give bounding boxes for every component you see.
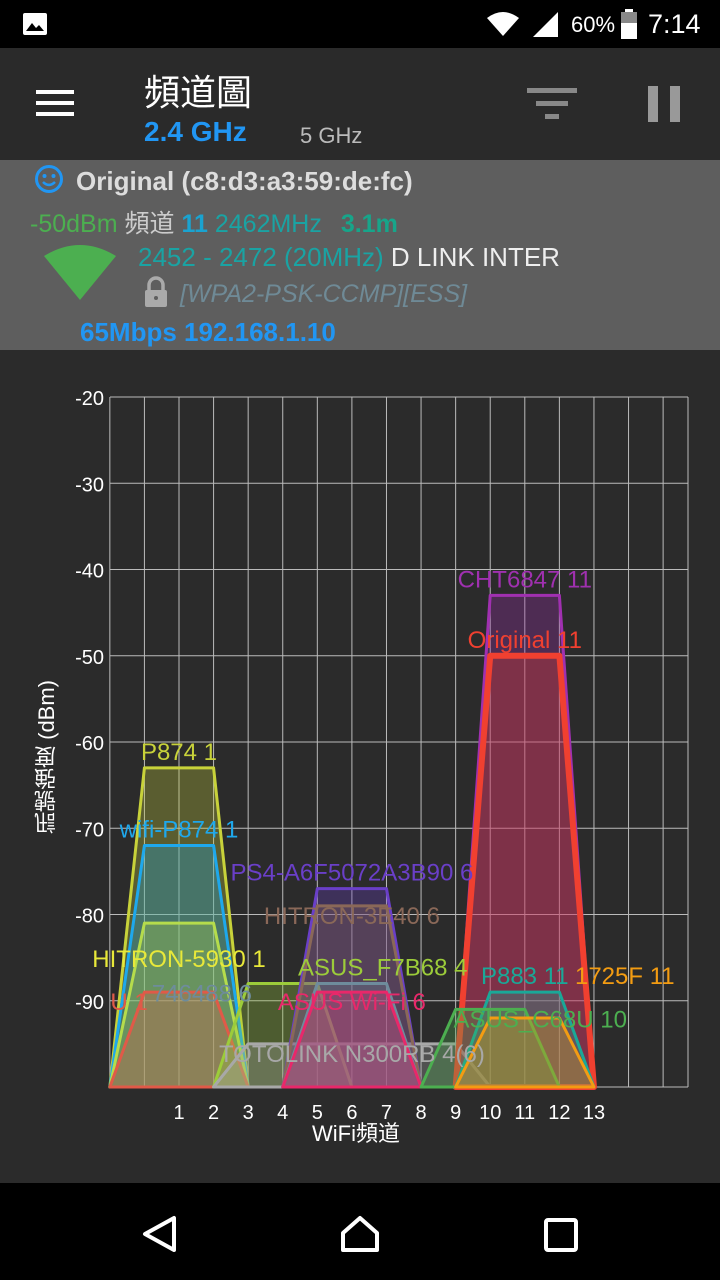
battery-percent: 60% — [571, 12, 616, 37]
navigation-bar — [0, 1183, 720, 1280]
y-tick-label: -90 — [75, 992, 104, 1014]
network-label: Original 11 — [468, 627, 582, 654]
security: [WPA2-PSK-CCMP][ESS] — [180, 280, 468, 308]
lock-icon — [145, 276, 167, 307]
distance: 3.1m — [340, 210, 398, 238]
channel-chart-svg: -20-30-40-50-60-70-80-901 2 3 4 5 6 7 8 9 10 11 12 1… — [75, 388, 689, 1124]
network-label: wifi-P874 1 — [119, 817, 239, 844]
x-tick-label: 4 — [277, 1102, 288, 1124]
status-bar: 60% 7:14 — [0, 0, 720, 48]
channel-trapezoid — [454, 1016, 596, 1089]
y-tick-label: -40 — [75, 561, 104, 583]
x-axis-label: WiFi頻道 — [312, 1121, 400, 1146]
channel-chart: -20 -30 -40 -50 -60 -70 -80 -90 1 2 3 4 5 6 7 8 9 10 11 12 1… — [0, 350, 720, 1183]
network-label: HITRON-3E40 6 — [264, 903, 440, 930]
x-tick-label: 9 — [450, 1102, 461, 1124]
channel-trapezoid — [108, 990, 250, 1089]
x-tick-label: 1 — [173, 1102, 184, 1124]
trapezoid-layer — [108, 593, 597, 1090]
link-speed-ip: 65Mbps 192.168.1.10 — [80, 317, 336, 347]
pause-button[interactable] — [646, 86, 682, 122]
label-layer: CHT6847 11 Original 11 P874 1 wifi-P874 1 PS… — [92, 566, 674, 1068]
x-tick-label: 11 — [514, 1102, 535, 1124]
y-tick-label: -30 — [75, 474, 104, 496]
network-label: CHT6847 11 — [458, 566, 592, 593]
clock: 7:14 — [648, 9, 701, 39]
tab-2-4ghz[interactable]: 2.4 GHz — [144, 116, 247, 147]
network-label: HITRON-5930 1 — [92, 946, 265, 973]
recents-button[interactable] — [543, 1217, 579, 1253]
signal-strength: -50dBm — [30, 210, 118, 238]
x-tick-label: 3 — [243, 1102, 254, 1124]
y-tick-label: -20 — [75, 388, 104, 410]
x-tick-label: 5 — [312, 1102, 323, 1124]
y-tick-label: -70 — [75, 819, 104, 841]
x-tick-label: 12 — [548, 1102, 570, 1124]
ssid-line: Original (c8:d3:a3:59:de:fc) — [76, 166, 413, 196]
x-tick-label: 7 — [381, 1102, 392, 1124]
connected-network-panel[interactable]: Original (c8:d3:a3:59:de:fc) -50dBm 頻道 1… — [0, 160, 720, 350]
network-label: TOTOLINK N300RB 4(6) — [219, 1041, 485, 1068]
network-label: ASUS Wi-Fi 6 — [278, 989, 426, 1016]
tab-5ghz[interactable]: 5 GHz — [300, 123, 363, 148]
back-button[interactable] — [140, 1215, 180, 1253]
network-label: P883 11 — [481, 963, 569, 990]
home-button[interactable] — [340, 1215, 380, 1253]
x-tick-label: 10 — [479, 1102, 501, 1124]
frequency-range: 2452 - 2472 (20MHz) — [138, 242, 384, 272]
channel-value: 11 — [181, 210, 208, 238]
y-tick-label: -60 — [75, 733, 104, 755]
network-label: ASUS_F7B68 4 — [298, 955, 467, 982]
wifi-signal-icon — [44, 245, 116, 300]
image-notification-icon — [23, 13, 47, 35]
network-label: 1725F 11 — [575, 963, 675, 990]
x-tick-label: 6 — [346, 1102, 357, 1124]
y-tick-label: -50 — [75, 647, 104, 669]
network-label: U 1 — [110, 989, 147, 1016]
vendor: D LINK INTER — [390, 242, 560, 272]
y-tick-label: -80 — [75, 906, 104, 928]
y-axis-label: 訊號強度 (dBm) — [34, 680, 59, 834]
x-tick-label: 2 — [208, 1102, 219, 1124]
frequency: 2462MHz — [214, 210, 322, 238]
channel-label: 頻道 — [124, 210, 175, 238]
cell-signal-icon — [533, 12, 558, 37]
menu-icon[interactable] — [36, 88, 76, 118]
network-label: P874 1 — [141, 739, 217, 766]
x-tick-label: 13 — [583, 1102, 605, 1124]
page-title: 頻道圖 — [144, 72, 253, 113]
wifi-status-icon — [487, 12, 519, 36]
network-label: 746488 6 — [152, 981, 252, 1008]
network-label: PS4-A6F5072A3B90 6 — [230, 860, 473, 887]
channel-trapezoid — [281, 990, 423, 1089]
battery-icon — [621, 9, 637, 39]
smiley-icon — [35, 165, 63, 193]
filter-button[interactable] — [527, 86, 577, 122]
x-tick-label: 8 — [415, 1102, 426, 1124]
toolbar: 頻道圖 2.4 GHz 5 GHz — [0, 48, 720, 160]
network-label: ASUS_C68U 10 — [454, 1006, 627, 1033]
